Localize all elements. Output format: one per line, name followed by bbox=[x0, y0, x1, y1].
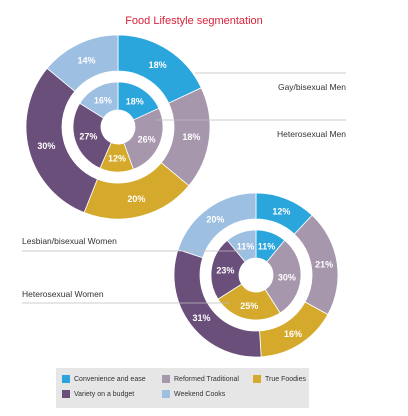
donut2-inner-slice-weekend bbox=[226, 229, 257, 263]
donut1-inner-label-foodies: 12% bbox=[108, 153, 126, 163]
legend-swatch-reformed bbox=[162, 375, 170, 383]
donut2-inner-label-weekend: 11% bbox=[237, 241, 255, 251]
donut2-outer-group-label: Lesbian/bisexual Women bbox=[22, 236, 117, 246]
legend-item-reformed: Reformed Traditional bbox=[162, 375, 239, 383]
donut1-separator-ring bbox=[63, 72, 173, 182]
donut2-outer-label-weekend: 20% bbox=[206, 215, 224, 225]
legend-item-variety: Variety on a budget bbox=[62, 390, 134, 398]
donut2-inner-group-label: Heterosexual Women bbox=[22, 289, 104, 299]
legend-swatch-variety bbox=[62, 390, 70, 398]
legend: Convenience and ease Reformed Traditiona… bbox=[56, 368, 309, 408]
legend-swatch-weekend bbox=[162, 390, 170, 398]
donut2-separator-ring bbox=[201, 220, 311, 330]
donut1-inner-label-reformed: 26% bbox=[138, 134, 156, 144]
legend-label-variety: Variety on a budget bbox=[74, 390, 135, 398]
donut1-outer-slice-weekend bbox=[46, 34, 119, 92]
donut1-outer-label-foodies: 20% bbox=[127, 194, 145, 204]
donut2-inner-label-reformed: 30% bbox=[278, 272, 296, 282]
donut1-inner-slice-reformed bbox=[123, 107, 164, 170]
donut2-outer-label-variety: 31% bbox=[192, 313, 210, 323]
donut1-outer-label-variety: 30% bbox=[37, 141, 55, 151]
legend-label-reformed: Reformed Traditional bbox=[174, 375, 239, 383]
legend-swatch-foodies bbox=[253, 375, 261, 383]
donut1-outer-label-weekend: 14% bbox=[77, 56, 95, 66]
donut1-outer-slice-variety bbox=[25, 67, 98, 214]
legend-label-weekend: Weekend Cooks bbox=[174, 390, 226, 398]
donut2-outer-label-convenience: 12% bbox=[272, 206, 290, 216]
donut1-inner-label-weekend: 16% bbox=[94, 95, 112, 105]
donut2-outer-slice-weekend bbox=[177, 192, 257, 259]
donut2-inner-slice-reformed bbox=[264, 239, 302, 314]
donut1-inner-label-variety: 27% bbox=[79, 132, 97, 142]
chart-title: Food Lifestyle segmentation bbox=[125, 15, 263, 27]
donut1-inner-slice-variety bbox=[72, 102, 112, 169]
legend-item-weekend: Weekend Cooks bbox=[162, 390, 225, 398]
donut2-inner-label-convenience: 11% bbox=[258, 241, 276, 251]
donut2-inner-label-foodies: 25% bbox=[240, 301, 258, 311]
legend-label-foodies: True Foodies bbox=[265, 375, 306, 383]
donut1-inner-slice-weekend bbox=[79, 81, 119, 119]
donut2-outer-label-foodies: 16% bbox=[284, 329, 302, 339]
donut1-outer-label-reformed: 18% bbox=[182, 132, 200, 142]
donut2-outer-label-reformed: 21% bbox=[315, 260, 333, 270]
donut1-inner-group-label: Heterosexual Men bbox=[277, 129, 346, 139]
legend-item-foodies: True Foodies bbox=[253, 375, 306, 383]
donut1-outer-group-label: Gay/bisexual Men bbox=[278, 82, 346, 92]
donut1-outer-label-convenience: 18% bbox=[149, 60, 167, 70]
donut1-inner-label-convenience: 18% bbox=[126, 96, 144, 106]
donut2-inner-slice-foodies bbox=[217, 283, 281, 321]
donut2-inner-label-variety: 23% bbox=[216, 266, 234, 276]
legend-label-convenience: Convenience and ease bbox=[74, 375, 146, 383]
legend-item-convenience: Convenience and ease bbox=[62, 375, 146, 383]
legend-swatch-convenience bbox=[62, 375, 70, 383]
